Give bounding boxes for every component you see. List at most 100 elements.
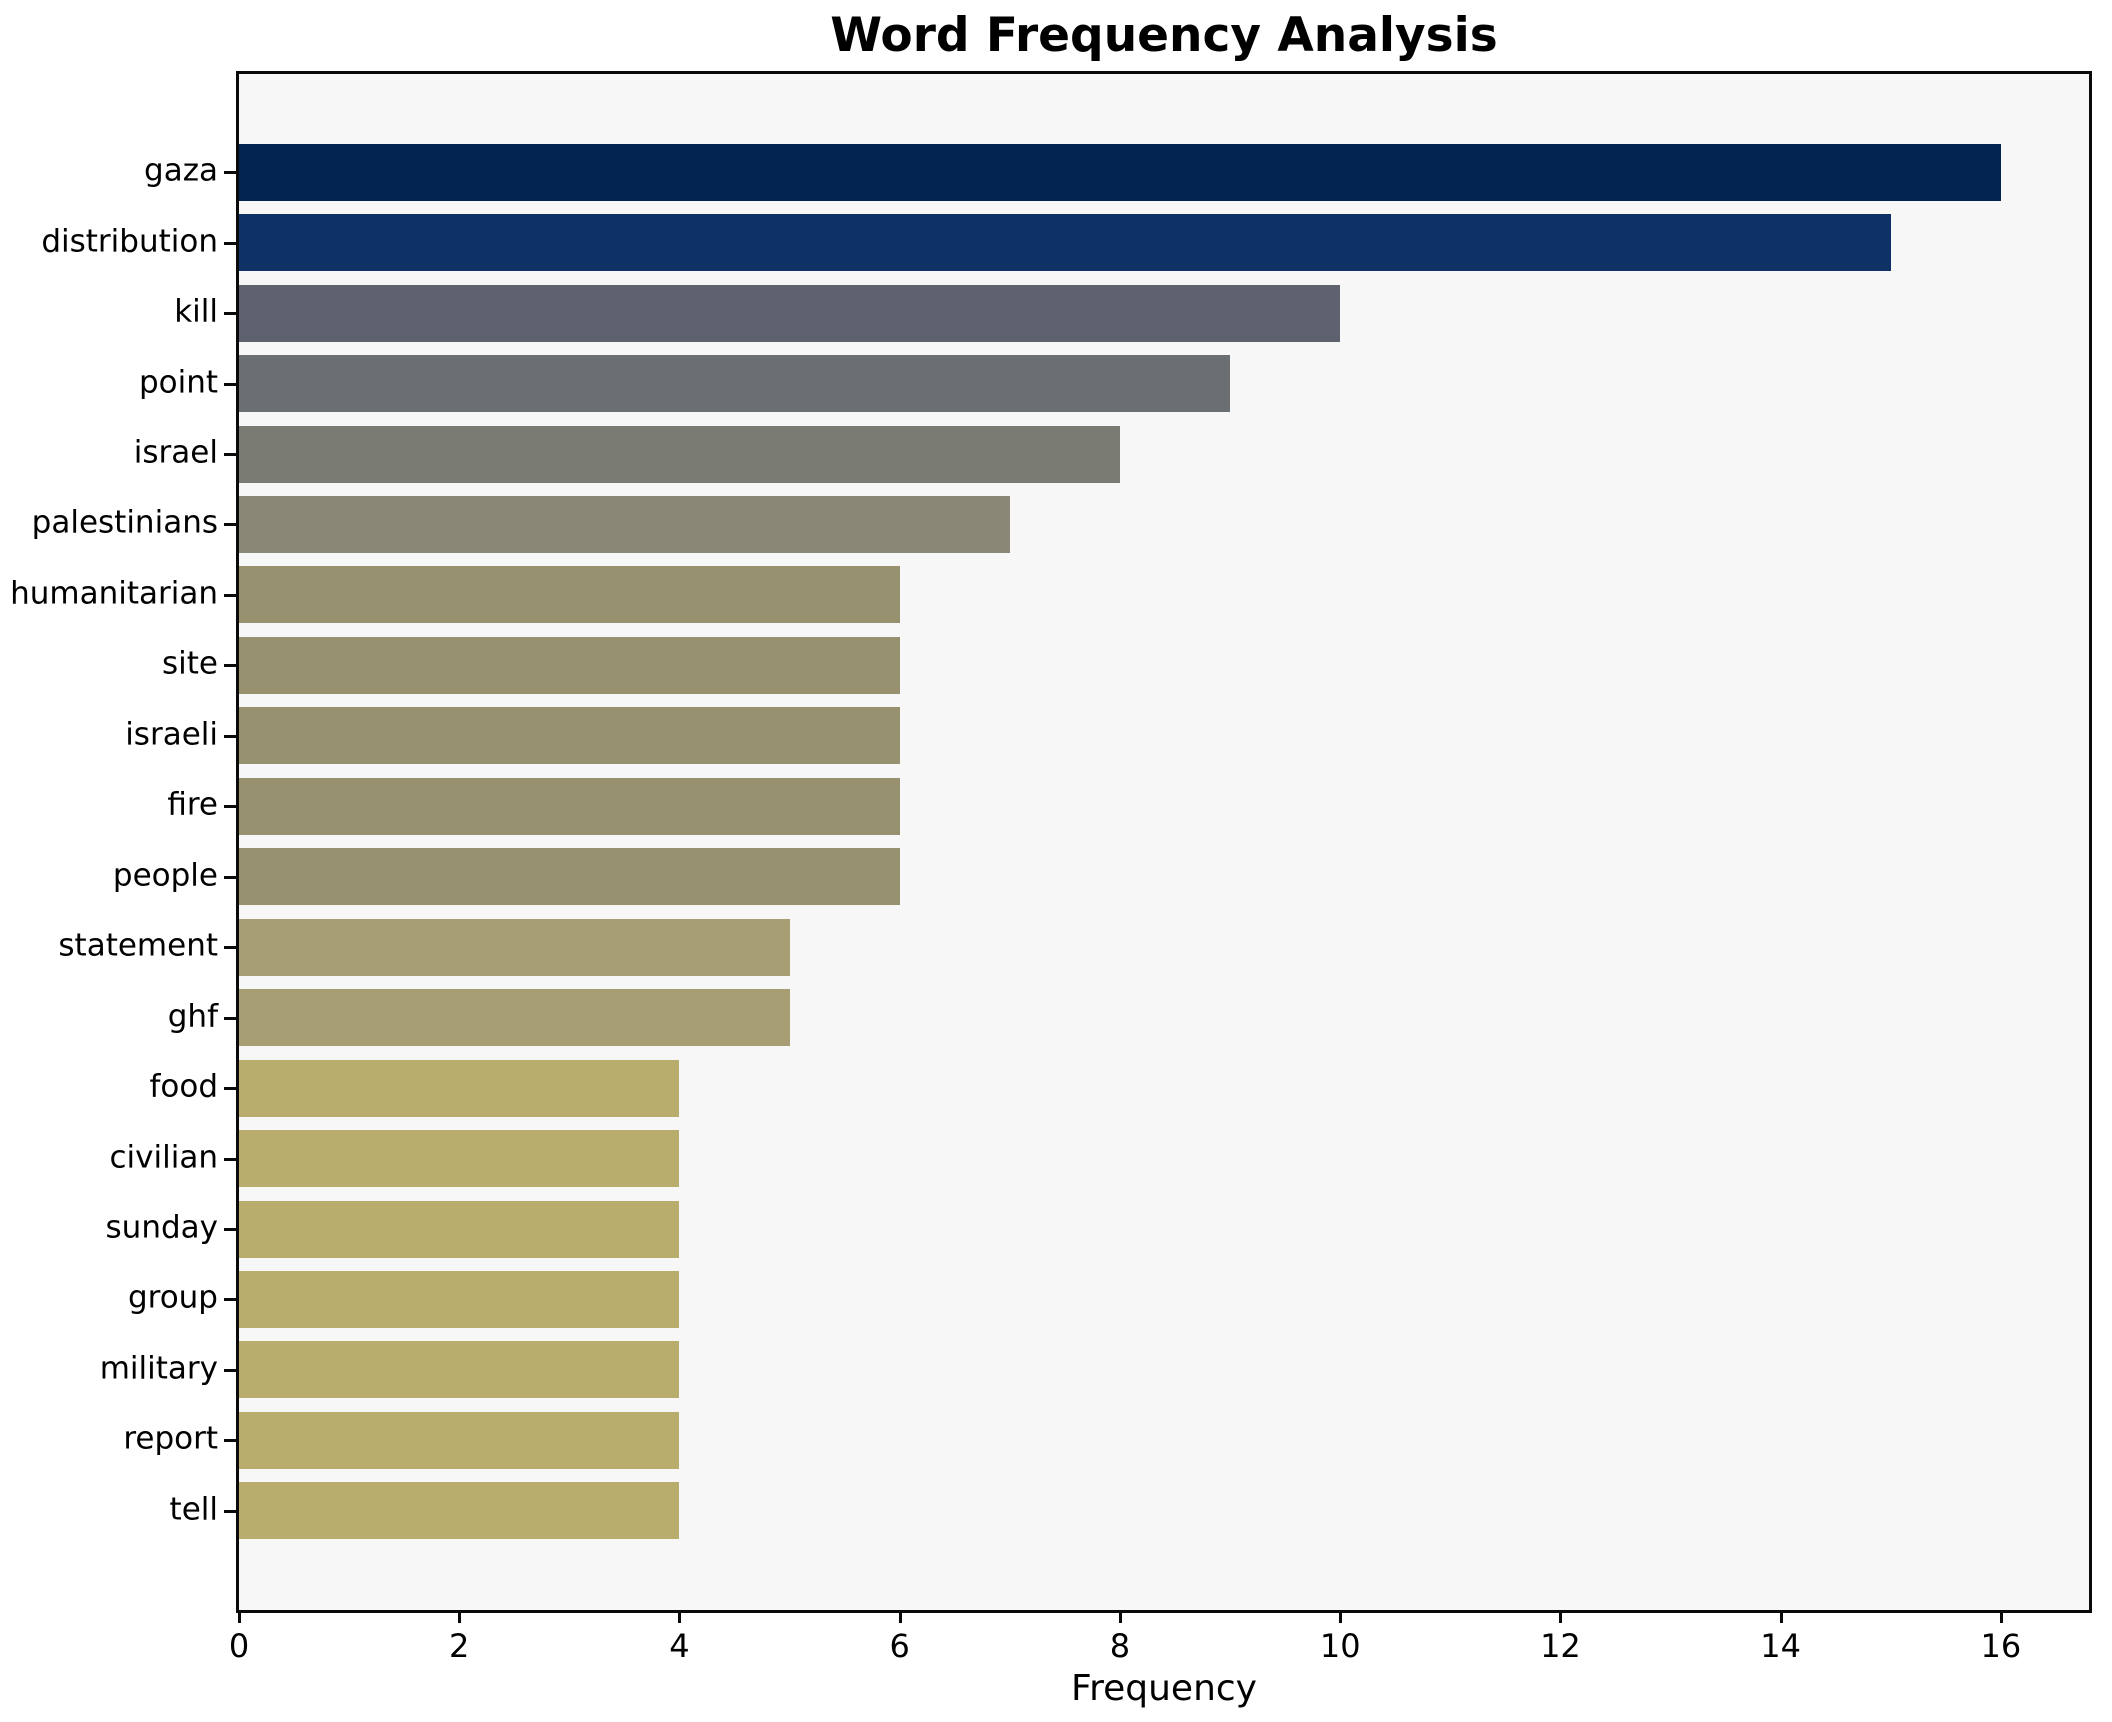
bar [239,1059,680,1117]
bar [239,214,1891,272]
bar-row: sunday [106,1194,2089,1264]
y-tick-mark [224,453,236,457]
y-tick-mark [224,312,236,316]
y-tick-mark [224,805,236,809]
y-tick-mark [224,664,236,668]
x-tick-label: 2 [449,1627,470,1665]
bar-row: tell [170,1476,2089,1546]
bar [239,636,900,694]
y-tick-mark [224,1157,236,1161]
bar-row: fire [167,771,2089,841]
x-tick-mark [1779,1610,1783,1623]
bar-row: israeli [125,701,2089,771]
bar-row: civilian [110,1123,2089,1193]
bars-container: gaza distribution kill point israel palestini… [10,74,2089,1610]
bar [239,1482,680,1540]
y-tick-label: tell [169,1491,218,1528]
y-tick-mark [224,241,236,245]
x-tick-label: 8 [1109,1627,1131,1665]
bar-row: people [113,842,2089,912]
bar [239,918,790,976]
y-tick-label: kill [174,293,218,330]
y-tick-mark [224,1509,236,1513]
x-tick-mark [898,1610,902,1623]
x-tick-mark [238,1610,241,1623]
x-tick-label: 12 [1540,1627,1581,1665]
bar-row: statement [58,912,2089,982]
bar [239,1411,680,1469]
bar-row: point [139,348,2089,418]
bar-row: site [162,630,2089,700]
y-tick-label: site [162,645,218,682]
y-tick-mark [224,734,236,738]
bar-row: palestinians [32,489,2089,559]
x-tick-label: 16 [1980,1627,2022,1665]
bar [239,355,1231,413]
bar [239,143,2001,201]
bar-row: distribution [41,207,2089,277]
y-tick-mark [224,1368,236,1372]
bar [239,848,900,906]
bar [239,777,900,835]
bar [239,1130,680,1188]
bar [239,707,900,765]
y-tick-mark [224,1087,236,1091]
x-tick-mark [678,1610,682,1623]
x-tick-label: 10 [1319,1627,1361,1665]
x-tick-mark [1118,1610,1122,1623]
bar-row: ghf [168,982,2089,1052]
y-tick-mark [224,593,236,597]
x-tick-mark [458,1610,462,1623]
bar [239,284,1341,342]
bar-row: israel [134,419,2089,489]
bar-row: military [100,1335,2089,1405]
y-tick-label: palestinians [31,505,218,542]
bar-row: report [123,1405,2089,1475]
y-tick-label: israeli [125,716,218,753]
bar-row: food [149,1053,2089,1123]
y-tick-label: ghf [167,998,218,1035]
bar [239,425,1120,483]
y-tick-label: group [127,1280,218,1317]
bar-row: humanitarian [10,560,2089,630]
bar-row: gaza [144,137,2089,207]
bar [239,1341,680,1399]
y-tick-mark [224,523,236,527]
x-tick-label: 4 [669,1627,690,1665]
y-tick-label: israel [133,434,218,471]
bar [239,1270,680,1328]
y-tick-label: distribution [41,223,218,260]
plot-area: gaza distribution kill point israel palestini… [10,71,2092,1665]
x-axis-label: Frequency [1071,1668,1257,1709]
y-tick-label: food [149,1068,218,1105]
bar [239,566,900,624]
bar [239,1200,680,1258]
y-tick-label: gaza [144,152,218,189]
y-tick-mark [224,1228,236,1232]
y-tick-label: statement [58,927,218,964]
y-tick-label: point [138,364,218,401]
y-tick-label: civilian [109,1139,219,1176]
y-tick-label: military [99,1350,218,1387]
chart-title: Word Frequency Analysis [830,8,1498,63]
x-tick-label: 6 [889,1627,910,1665]
bar [239,989,790,1047]
y-tick-mark [224,1439,236,1443]
y-tick-mark [224,946,236,950]
y-tick-mark [224,382,236,386]
x-tick-mark [1999,1610,2003,1623]
y-tick-mark [224,1298,236,1302]
y-tick-label: fire [167,786,218,823]
bar [239,495,1010,553]
y-tick-label: humanitarian [10,575,218,612]
bar-row: kill [174,278,2089,348]
x-tick-label: 14 [1760,1627,1802,1665]
y-tick-mark [224,171,236,175]
y-tick-mark [224,875,236,879]
x-tick-mark [1339,1610,1343,1623]
y-tick-label: report [123,1420,218,1457]
y-tick-mark [224,1016,236,1020]
y-tick-label: sunday [105,1209,218,1246]
x-tick-mark [1559,1610,1563,1623]
